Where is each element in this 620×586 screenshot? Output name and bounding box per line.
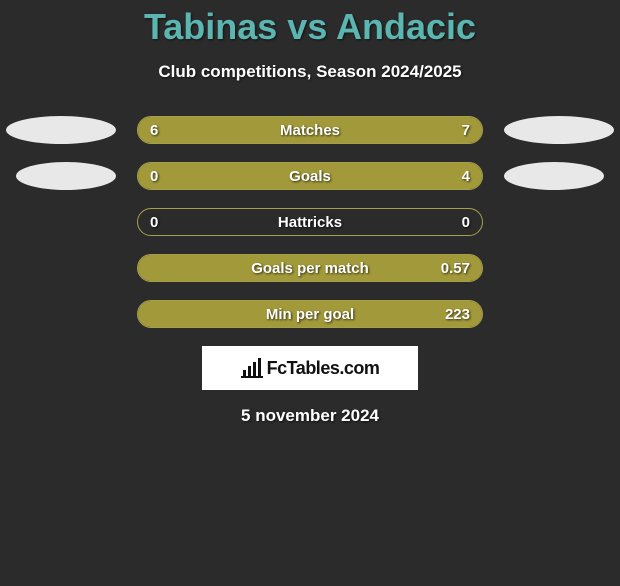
- bar-label: Min per goal: [138, 301, 482, 327]
- bar-value-right: 0.57: [441, 255, 470, 281]
- bar-value-right: 7: [462, 117, 470, 143]
- bar-label: Hattricks: [138, 209, 482, 235]
- brand-box[interactable]: FcTables.com: [202, 346, 418, 390]
- player-left-photo-placeholder-2: [16, 162, 116, 190]
- bar-row-min-per-goal: Min per goal 223: [137, 300, 483, 328]
- bar-label: Goals: [138, 163, 482, 189]
- page-subtitle: Club competitions, Season 2024/2025: [0, 62, 620, 82]
- bar-value-right: 4: [462, 163, 470, 189]
- bar-value-right: 223: [445, 301, 470, 327]
- bar-label: Goals per match: [138, 255, 482, 281]
- bar-row-goals-per-match: Goals per match 0.57: [137, 254, 483, 282]
- bar-chart-icon: [241, 358, 263, 378]
- comparison-bars: 6 Matches 7 0 Goals 4 0 Hattricks 0 Goal…: [137, 116, 483, 328]
- player-left-photo-placeholder-1: [6, 116, 116, 144]
- bar-value-right: 0: [462, 209, 470, 235]
- bar-row-goals: 0 Goals 4: [137, 162, 483, 190]
- player-right-photo-placeholder-1: [504, 116, 614, 144]
- bar-row-matches: 6 Matches 7: [137, 116, 483, 144]
- page-title: Tabinas vs Andacic: [0, 6, 620, 48]
- brand-text: FcTables.com: [267, 358, 380, 379]
- bar-row-hattricks: 0 Hattricks 0: [137, 208, 483, 236]
- player-right-photo-placeholder-2: [504, 162, 604, 190]
- comparison-content: 6 Matches 7 0 Goals 4 0 Hattricks 0 Goal…: [0, 116, 620, 426]
- bar-label: Matches: [138, 117, 482, 143]
- date-line: 5 november 2024: [0, 406, 620, 426]
- brand-inner: FcTables.com: [241, 358, 380, 379]
